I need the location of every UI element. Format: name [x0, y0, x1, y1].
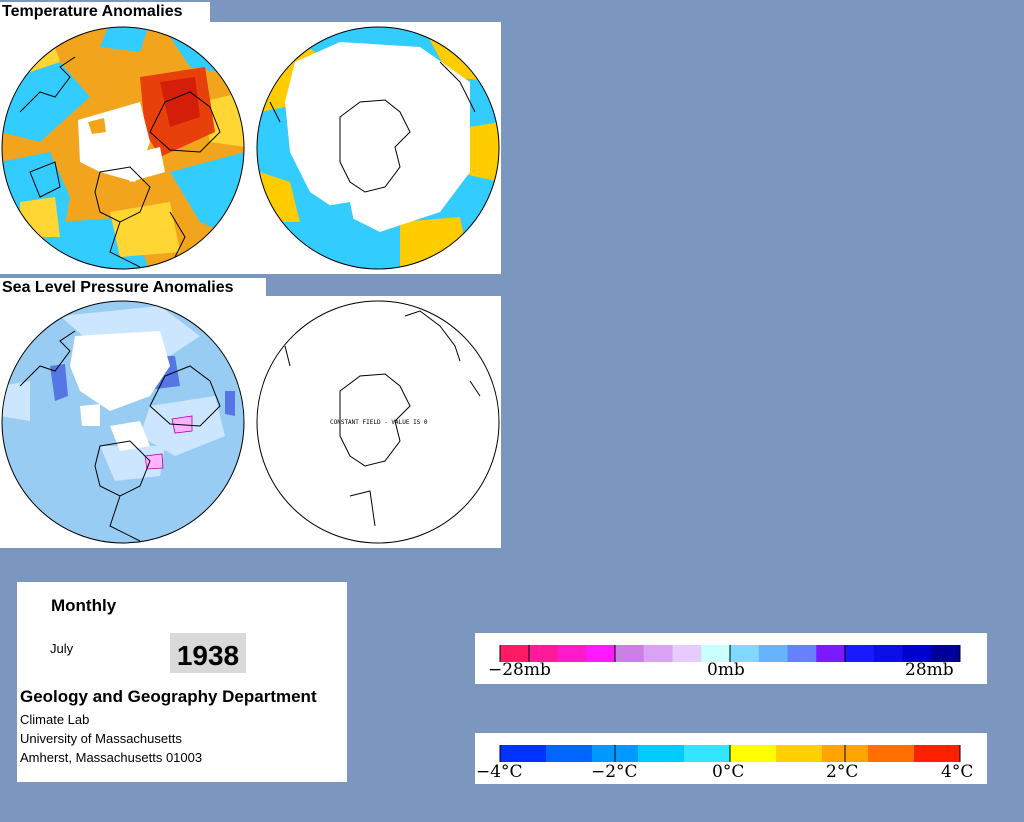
pressure-colorbar-swatch [730, 645, 760, 662]
pressure-colorbar-swatch [500, 645, 530, 662]
pressure-colorbar-swatch [816, 645, 846, 662]
pressure-colorbar-swatch [615, 645, 645, 662]
pressure-colorbar-swatch [528, 645, 558, 662]
pressure-colorbar-swatch [586, 645, 616, 662]
temperature-colorbar-swatch [868, 745, 915, 762]
pressure-map-panel: CONSTANT FIELD - VALUE IS 0 [0, 296, 501, 548]
period-label: Monthly [51, 596, 117, 615]
temperature-tick-label: 2°C [826, 762, 859, 782]
pressure-colorbar-swatch [701, 645, 731, 662]
pressure-colorbar-swatch [787, 645, 817, 662]
info-box: Monthly July 1938 Geology and Geography … [17, 582, 347, 782]
address-line: University of Massachusetts [20, 731, 182, 746]
temperature-colorbar-swatch [500, 745, 547, 762]
month-label: July [50, 641, 74, 656]
temperature-colorbar-swatch [914, 745, 961, 762]
north-pole-temperature-map [1, 26, 245, 270]
sea-level-pressure-anomalies-title: Sea Level Pressure Anomalies [0, 278, 266, 298]
pressure-tick-label: 0mb [707, 660, 745, 680]
pressure-colorbar-swatch [931, 645, 961, 662]
pressure-colorbar-swatch [758, 645, 788, 662]
pressure-colorbar-swatch [873, 645, 903, 662]
pressure-legend: −28mb 0mb 28mb [475, 633, 987, 684]
temperature-colorbar [499, 745, 961, 762]
address-line: Climate Lab [20, 712, 90, 727]
temperature-colorbar-swatch [638, 745, 685, 762]
pressure-colorbar-swatch [845, 645, 875, 662]
temperature-map-panel [0, 22, 501, 274]
pressure-tick-label: 28mb [905, 660, 954, 680]
temperature-legend: −4°C −2°C 0°C 2°C 4°C [475, 733, 987, 784]
temperature-colorbar-swatch [730, 745, 777, 762]
pressure-colorbar-swatch [643, 645, 673, 662]
south-pole-temperature-map [256, 26, 500, 270]
temperature-colorbar-swatch [776, 745, 823, 762]
pressure-tick-label: −28mb [488, 660, 551, 680]
south-pole-pressure-map: CONSTANT FIELD - VALUE IS 0 [256, 300, 500, 544]
temperature-tick-label: −4°C [476, 762, 523, 782]
temperature-anomalies-title: Temperature Anomalies [0, 2, 210, 22]
pressure-colorbar-swatch [557, 645, 587, 662]
temperature-colorbar-swatch [684, 745, 731, 762]
pressure-colorbar-swatch [902, 645, 932, 662]
temperature-tick-label: −2°C [591, 762, 638, 782]
pressure-colorbar [499, 645, 961, 662]
temperature-colorbar-swatch [546, 745, 593, 762]
north-pole-pressure-map [1, 300, 245, 544]
address-line: Amherst, Massachusetts 01003 [20, 750, 203, 765]
pressure-colorbar-swatch [672, 645, 702, 662]
temperature-tick-label: 0°C [712, 762, 745, 782]
constant-field-label: CONSTANT FIELD - VALUE IS 0 [330, 419, 428, 426]
year-label: 1938 [170, 633, 246, 673]
department-label: Geology and Geography Department [20, 687, 317, 706]
temperature-tick-label: 4°C [941, 762, 974, 782]
